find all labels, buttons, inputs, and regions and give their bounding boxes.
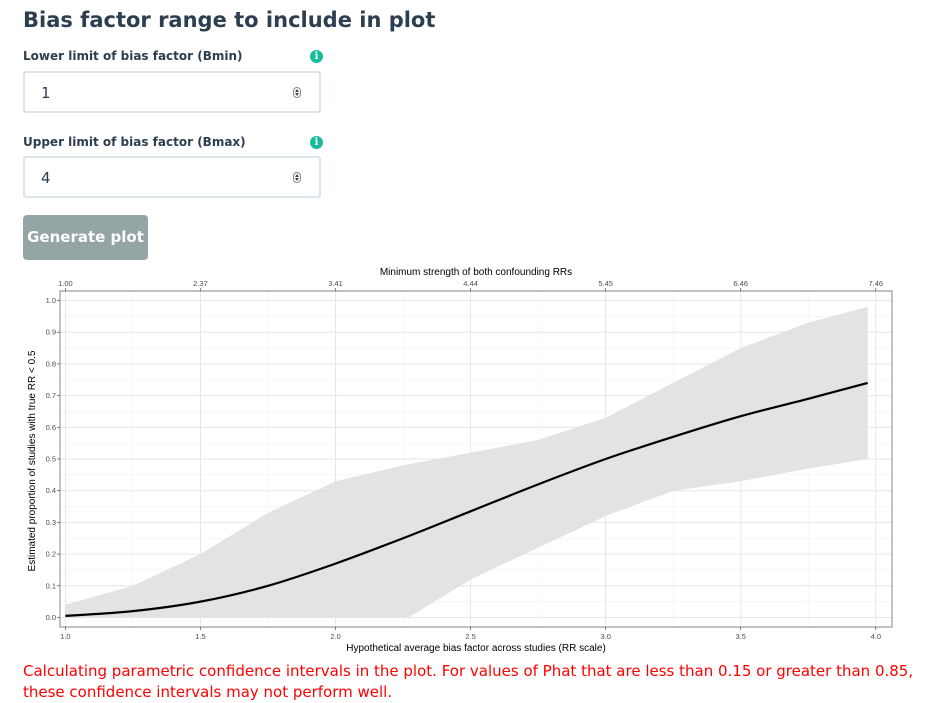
lower-limit-label: Lower limit of bias factor (Bmin) <box>23 49 243 63</box>
x-tick-label: 2.5 <box>465 632 475 641</box>
top-axis-title: Minimum strength of both confounding RRs <box>380 267 572 278</box>
top-tick-label: 6.46 <box>733 279 748 288</box>
top-tick-label: 5.45 <box>598 279 613 288</box>
estimate-line <box>65 381 868 618</box>
spinner-arrows-icon[interactable] <box>293 87 301 98</box>
top-tick-label: 1.00 <box>58 279 73 288</box>
bias-factor-chart: 1.0 1.5 2.0 2.5 3.0 3.5 4.0 1.00 2.37 3.41 4.44 5.4… <box>27 267 893 654</box>
y-tick-label: 0.5 <box>46 455 56 464</box>
top-tick-label: 2.37 <box>193 279 208 288</box>
y-tick-label: 0.7 <box>46 391 56 400</box>
confidence-band <box>65 306 868 618</box>
x-tick-label: 4.0 <box>871 632 881 641</box>
x-tick-label: 1.0 <box>60 632 70 641</box>
y-tick-label: 0.4 <box>46 486 56 495</box>
x-tick-label: 2.0 <box>330 632 340 641</box>
generate-plot-button[interactable]: Generate plot <box>23 215 148 260</box>
x-tick-label: 1.5 <box>195 632 205 641</box>
x-axis-title: Hypothetical average bias factor across … <box>346 643 606 654</box>
upper-limit-input[interactable]: 4 <box>23 156 321 198</box>
top-tick-label: 4.44 <box>463 279 478 288</box>
y-tick-label: 0.2 <box>46 550 56 559</box>
x-tick-label: 3.5 <box>736 632 746 641</box>
top-tick-label: 7.46 <box>868 279 883 288</box>
y-axis-title: Estimated proportion of studies with tru… <box>27 350 38 571</box>
info-circle-icon[interactable]: i <box>310 136 323 149</box>
upper-limit-label: Upper limit of bias factor (Bmax) <box>23 135 246 149</box>
y-tick-label: 0.1 <box>46 581 56 590</box>
lower-limit-value: 1 <box>41 84 51 102</box>
y-tick-label: 0.9 <box>46 328 56 337</box>
info-circle-icon[interactable]: i <box>310 50 323 63</box>
top-tick-label: 3.41 <box>328 279 343 288</box>
y-tick-label: 0.6 <box>46 423 56 432</box>
y-tick-label: 1.0 <box>46 296 56 305</box>
x-tick-label: 3.0 <box>600 632 610 641</box>
upper-limit-value: 4 <box>41 169 51 187</box>
lower-limit-input[interactable]: 1 <box>23 71 321 113</box>
y-tick-label: 0.0 <box>46 613 56 622</box>
y-tick-label: 0.8 <box>46 359 56 368</box>
page-title: Bias factor range to include in plot <box>23 8 436 32</box>
ci-warning-message: Calculating parametric confidence interv… <box>23 662 914 701</box>
y-tick-label: 0.3 <box>46 518 56 527</box>
spinner-arrows-icon[interactable] <box>293 172 301 183</box>
